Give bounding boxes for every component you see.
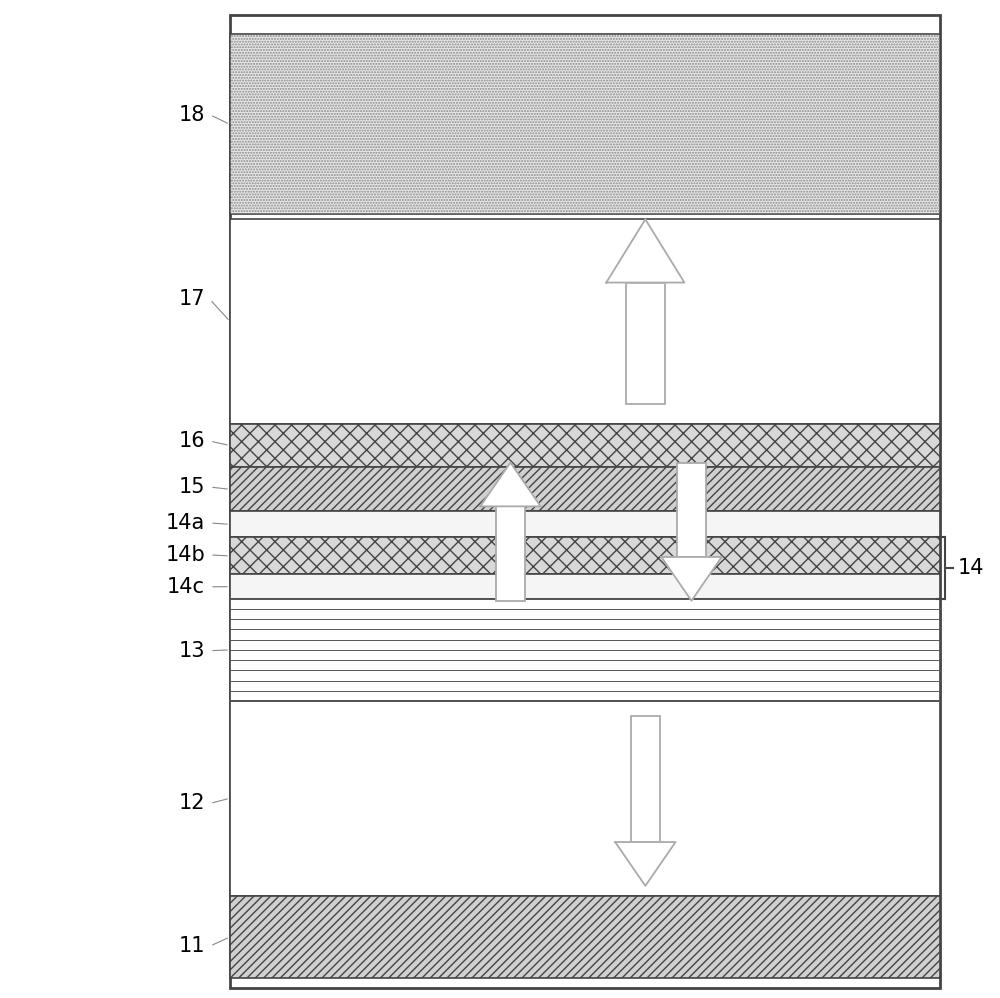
Bar [230,424,940,467]
Bar [230,511,940,538]
Text: 14b: 14b [165,545,205,565]
Bar [496,506,525,601]
Polygon shape [615,842,676,886]
Bar [230,34,940,215]
Text: 17: 17 [178,289,205,309]
Bar [626,282,665,404]
Bar [230,15,940,988]
Bar [230,220,940,423]
Bar [230,34,940,215]
Bar [677,463,706,557]
Polygon shape [661,557,722,601]
Text: 15: 15 [178,477,205,497]
Bar [230,701,940,895]
Polygon shape [480,463,541,506]
Bar [230,599,940,701]
Text: 16: 16 [178,431,205,451]
Bar [230,467,940,511]
Bar [631,716,660,842]
Text: 14c: 14c [167,577,205,597]
Bar [230,575,940,599]
Bar [230,538,940,575]
Text: 18: 18 [179,105,205,125]
Text: 13: 13 [178,641,205,661]
Text: 14a: 14a [166,513,205,533]
Polygon shape [606,220,684,282]
Text: 14: 14 [958,558,984,578]
Bar [230,895,940,978]
Text: 11: 11 [178,936,205,956]
Text: 12: 12 [178,793,205,813]
